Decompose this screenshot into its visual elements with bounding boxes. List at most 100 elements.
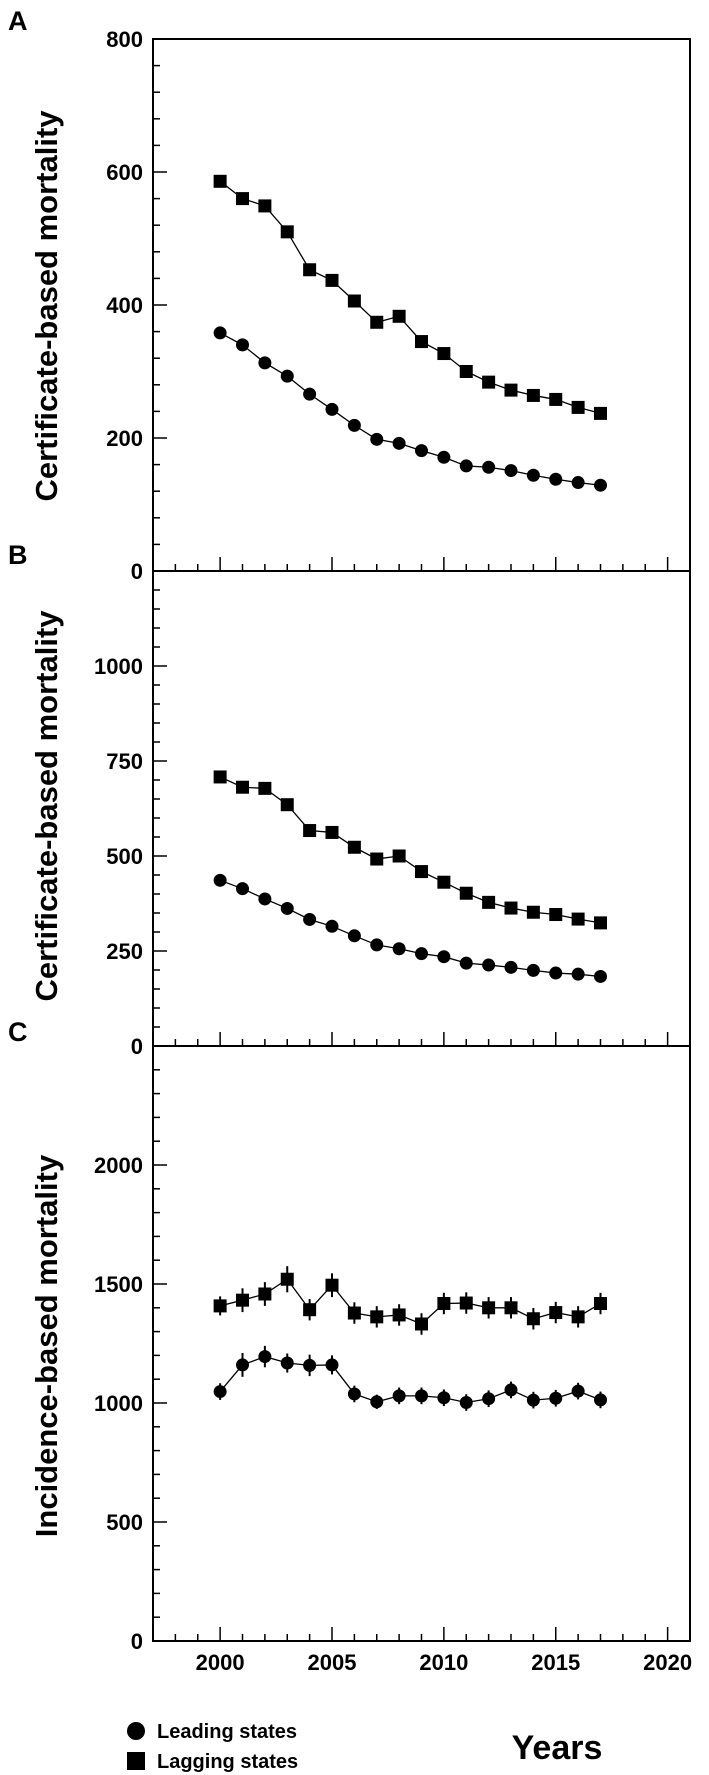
data-point-square (594, 916, 607, 930)
data-point-circle (415, 1389, 428, 1403)
series-leading (213, 1345, 607, 1411)
y-tick-label: 200 (106, 426, 143, 451)
data-point-square (280, 1272, 294, 1286)
data-point-square (459, 1296, 473, 1310)
data-point-circle (325, 919, 339, 933)
data-point-square (504, 383, 518, 397)
plot-frame (152, 570, 691, 1047)
data-point-square (370, 852, 384, 866)
data-point-square (594, 1297, 607, 1311)
data-point-square (236, 780, 249, 794)
data-point-square (482, 895, 496, 909)
data-point-square (526, 1312, 540, 1326)
data-point-square (392, 1308, 406, 1322)
data-point-circle (571, 967, 585, 981)
data-point-circle (482, 958, 496, 972)
data-point-circle (280, 901, 294, 915)
data-point-circle (213, 873, 227, 887)
data-point-circle (459, 1396, 473, 1410)
y-tick-label: 1000 (94, 1391, 143, 1416)
legend-label-leading: Leading states (157, 1721, 297, 1743)
series-line (219, 332, 601, 486)
data-point-circle (549, 966, 563, 980)
series-leading (213, 326, 607, 492)
data-point-circle (280, 1356, 294, 1370)
data-point-square (213, 1299, 227, 1313)
data-point-circle (236, 338, 249, 352)
y-tick-label: 250 (106, 939, 143, 964)
data-point-square (213, 174, 227, 188)
y-tick-label: 400 (106, 293, 143, 318)
data-point-circle (392, 436, 406, 450)
x-axis-title: Years (512, 1729, 603, 1767)
data-point-circle (571, 476, 585, 490)
y-tick-label: 1500 (94, 1272, 143, 1297)
data-point-square (415, 865, 428, 879)
data-point-circle (415, 947, 428, 961)
data-point-square (303, 263, 317, 277)
series-lagging (213, 174, 607, 420)
data-point-square (459, 365, 473, 378)
y-axis-title: Certificate-based mortality (29, 610, 64, 1002)
panel-letter: B (8, 540, 28, 570)
data-point-square (258, 1287, 272, 1301)
y-tick-label: 750 (106, 749, 143, 774)
data-point-square (437, 875, 451, 889)
series-line (219, 1278, 601, 1325)
data-point-circle (594, 1393, 607, 1407)
legend-marker-leading (127, 1722, 145, 1740)
data-point-circle (526, 468, 540, 482)
series-line (219, 776, 601, 924)
data-point-square (258, 781, 272, 795)
data-point-square (258, 199, 272, 213)
data-point-square (325, 1278, 339, 1292)
data-point-circle (236, 882, 249, 896)
data-point-circle (303, 912, 317, 926)
y-tick-label: 500 (106, 1510, 143, 1535)
data-point-circle (571, 1384, 585, 1398)
data-point-circle (504, 960, 518, 974)
x-tick-label: 2015 (531, 1650, 580, 1675)
panel-c: 0 500 1000 1500 2000 2000 2005 2010 2015 2020 Inci… (8, 1017, 692, 1675)
data-point-square (571, 400, 585, 414)
legend-marker-lagging (127, 1752, 145, 1770)
panel-a: 0 200 400 600 800 Certificate-based mortality… (8, 6, 691, 584)
data-point-square (347, 840, 361, 854)
data-point-circle (347, 1387, 361, 1401)
x-tick-label: 2010 (419, 1650, 468, 1675)
data-point-square (504, 901, 518, 915)
data-point-square (347, 294, 361, 308)
series-line (219, 879, 601, 978)
data-point-square (571, 1310, 585, 1324)
data-point-circle (370, 938, 384, 952)
data-point-circle (370, 1395, 384, 1409)
data-point-circle (303, 387, 317, 401)
data-point-circle (526, 1393, 540, 1407)
data-point-circle (347, 418, 361, 432)
data-point-circle (459, 956, 473, 970)
series-line (219, 1355, 601, 1404)
panel-letter: A (8, 6, 28, 36)
y-axis-title: Certificate-based mortality (29, 110, 64, 502)
data-point-square (280, 225, 294, 239)
data-point-circle (258, 892, 272, 906)
data-point-square (325, 273, 339, 287)
data-point-circle (526, 963, 540, 977)
data-point-square (303, 1303, 317, 1317)
data-point-circle (415, 444, 428, 458)
y-tick-label: 0 (131, 559, 143, 584)
data-point-circle (437, 450, 451, 464)
data-point-square (236, 1293, 249, 1307)
x-tick-label: 2005 (308, 1650, 357, 1675)
y-tick-label: 500 (106, 844, 143, 869)
data-point-circle (482, 460, 496, 474)
data-point-square (370, 1310, 384, 1324)
data-point-square (526, 905, 540, 919)
data-point-circle (504, 1383, 518, 1397)
y-tick-label: 0 (131, 1629, 143, 1654)
data-point-circle (549, 1391, 563, 1405)
series-line (219, 180, 601, 415)
data-point-circle (594, 478, 607, 492)
data-point-square (549, 1306, 563, 1320)
